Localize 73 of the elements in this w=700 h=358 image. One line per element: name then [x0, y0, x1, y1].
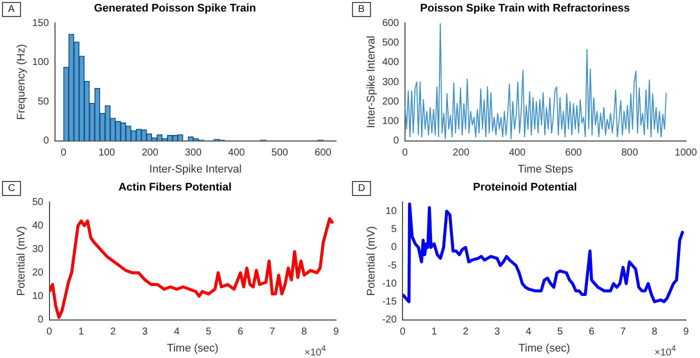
y-tick-label: 0	[391, 242, 398, 254]
text: ×10$^{4}$	[304, 342, 326, 358]
text: C	[2, 181, 22, 196]
y-tick-label: 0	[38, 314, 44, 326]
x-tick-label: 6	[238, 326, 244, 338]
x-tick-label: 2	[110, 326, 116, 338]
y-tick-label: 100	[32, 57, 50, 68]
x-axis-title: Time Steps	[518, 163, 574, 176]
y-tick-label: 0	[393, 136, 400, 147]
x-tick-label: 7	[620, 326, 626, 338]
x-tick-label: 1	[431, 326, 438, 338]
y-tick-label: 600	[382, 18, 400, 29]
y-tick-label: 5	[391, 224, 398, 236]
x-tick-label: 600	[565, 148, 582, 159]
x-axis-title: Time (sec)	[166, 342, 218, 354]
x-tick-label: 800	[621, 148, 638, 159]
x-tick-label: 300	[184, 148, 202, 159]
x-axis-title: Time (sec)	[518, 342, 570, 354]
y-tick-label: 0	[43, 136, 50, 147]
x-tick-label: 5	[206, 326, 212, 338]
x-tick-label: 4	[526, 326, 532, 338]
y-tick-label: 400	[382, 57, 400, 68]
y-tick-label: -15	[382, 296, 398, 308]
y-tick-label: 150	[32, 18, 50, 29]
x-tick-label: 1000	[674, 148, 698, 159]
x-tick-label: 600	[314, 148, 332, 159]
x-tick-label: 3	[142, 326, 148, 338]
x-tick-label: 500	[271, 148, 289, 159]
x-axis-title: Inter-Spike Interval	[149, 163, 242, 176]
y-tick-label: 500	[382, 38, 400, 49]
y-tick-label: 300	[382, 76, 400, 88]
x-tick-label: 7	[270, 326, 276, 338]
x-tick-label: 400	[228, 148, 246, 159]
y-tick-label: -10	[382, 278, 398, 290]
x-tick-label: 1	[78, 326, 84, 338]
y-axis-title: Inter-Spike Interval	[366, 36, 378, 128]
y-tick-label: 50	[32, 196, 44, 208]
x-tick-label: 3	[494, 326, 500, 338]
y-tick-label: 10	[32, 291, 44, 302]
text: A	[2, 2, 21, 17]
chart-title: Generated Poisson Spike Train	[94, 2, 256, 15]
chart-title: Poisson Spike Train with Refractoriness	[420, 2, 630, 15]
x-tick-label: 6	[588, 326, 595, 338]
x-tick-label: 2	[462, 326, 469, 338]
x-tick-label: 100	[98, 148, 116, 159]
y-tick-label: -20	[382, 314, 398, 326]
y-tick-label: -5	[388, 260, 398, 272]
y-axis-title: Potential (mV)	[16, 226, 28, 296]
x-tick-label: 0	[402, 148, 408, 159]
y-tick-label: 50	[38, 96, 50, 108]
y-tick-label: 100	[382, 116, 400, 127]
y-tick-label: 40	[32, 220, 44, 232]
text: D	[352, 181, 372, 196]
chart-title: Proteinoid Potential	[473, 182, 577, 194]
y-axis-title: Potential (mV)	[366, 226, 378, 296]
x-tick-label: 0	[60, 148, 67, 159]
y-tick-label: 200	[382, 96, 400, 108]
y-axis-title: Frequency (Hz)	[16, 44, 28, 120]
text: B	[352, 2, 371, 17]
x-tick-label: 400	[508, 148, 526, 159]
text: ×10$^{4}$	[654, 342, 676, 358]
y-tick-label: 30	[32, 244, 44, 255]
y-tick-label: 10	[386, 206, 398, 217]
x-tick-label: 9	[333, 326, 340, 338]
x-tick-label: 8	[301, 326, 308, 338]
y-tick-label: 20	[32, 268, 44, 279]
x-tick-label: 9	[683, 326, 690, 338]
x-tick-label: 8	[652, 326, 658, 338]
x-tick-label: 200	[452, 148, 470, 159]
x-tick-label: 5	[557, 326, 564, 338]
x-tick-label: 200	[142, 148, 159, 159]
x-tick-label: 4	[174, 326, 180, 338]
chart-title: Actin Fibers Potential	[118, 182, 232, 194]
